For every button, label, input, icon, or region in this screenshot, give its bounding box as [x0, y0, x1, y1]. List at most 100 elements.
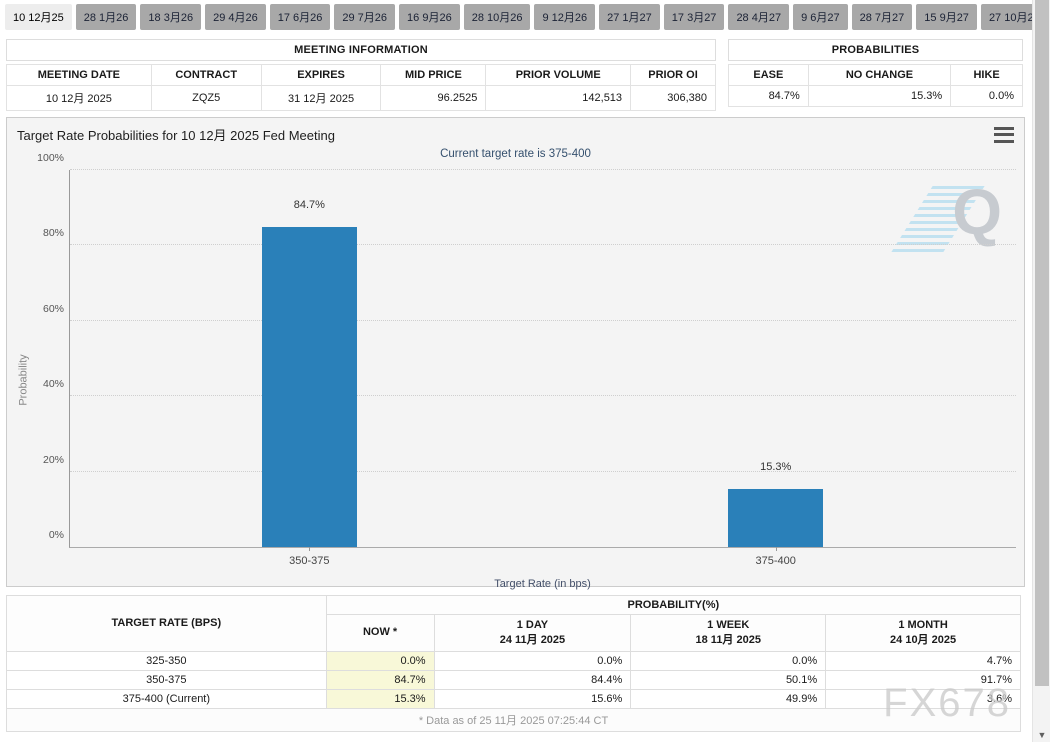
tab-meeting-date[interactable]: 29 7月26 [334, 4, 396, 30]
x-axis-category-label: 375-400 [755, 555, 796, 567]
probability-value-cell: 0.0% [325, 650, 435, 671]
probability-subheader: 1 DAY 24 11月 2025 [433, 614, 632, 652]
probabilities-panel: PROBABILITIES EASE NO CHANGE HIKE 84.7% 15.… [728, 39, 1023, 111]
target-rate-cell: 325-350 [6, 650, 327, 671]
target-rate-bps-header: TARGET RATE (BPS) [6, 595, 327, 652]
probability-subheader: NOW * [325, 614, 435, 652]
chart-gridline [70, 169, 1016, 170]
watermark-stripes [891, 186, 985, 252]
probability-table-wrap: TARGET RATE (BPS) PROBABILITY(%) NOW * 1 … [6, 595, 1025, 732]
meeting-info-col-header: PRIOR VOLUME [485, 64, 632, 86]
y-axis-tick-label: 60% [42, 302, 64, 315]
watermark-q-letter: Q [952, 176, 1002, 248]
bar-value-label: 84.7% [293, 199, 325, 211]
probability-value-cell: 0.0% [630, 650, 827, 671]
data-as-of-footnote: * Data as of 25 11月 2025 07:25:44 CT [6, 707, 1021, 732]
plot-outer: Probability Q 0% 20% 40% 60% 80% 100% 84.7% 350… [18, 152, 1016, 590]
target-rate-chart-section: Target Rate Probabilities for 10 12月 202… [6, 117, 1025, 590]
chart-gridline [70, 470, 1016, 472]
tab-meeting-date[interactable]: 17 6月26 [269, 4, 331, 30]
target-rate-cell: 375-400 (Current) [6, 688, 327, 709]
probability-summary-value: 15.3% [807, 85, 952, 107]
probability-value-cell: 0.0% [433, 650, 632, 671]
y-axis-tick-label: 100% [37, 152, 64, 164]
probability-value-cell: 15.3% [325, 688, 435, 709]
tab-meeting-date[interactable]: 27 1月27 [599, 4, 660, 30]
probability-summary-col-header: EASE [728, 64, 809, 86]
quikstrike-watermark: Q [891, 176, 1002, 258]
chart-subtitle: Current target rate is 375-400 [440, 148, 591, 160]
tab-meeting-date[interactable]: 28 10月26 [463, 4, 531, 30]
y-axis-tick-label: 80% [42, 227, 64, 240]
probability-subheader: 1 MONTH 24 10月 2025 [825, 614, 1021, 652]
projected-dates-note: 2026/1/1 and forward are projected meeti… [0, 741, 1031, 742]
probability-value-cell: 15.6% [433, 688, 632, 709]
probabilities-title: PROBABILITIES [728, 39, 1023, 61]
tab-meeting-date[interactable]: 15 9月27 [916, 4, 977, 30]
y-axis-tick-label: 40% [42, 378, 64, 391]
tab-meeting-date[interactable]: 28 4月27 [728, 4, 790, 30]
tab-meeting-date[interactable]: 9 6月27 [793, 4, 848, 30]
probability-subheader: 1 WEEK 18 11月 2025 [630, 614, 827, 652]
probability-table: TARGET RATE (BPS) PROBABILITY(%) NOW * 1 … [6, 595, 1022, 732]
meeting-info-value: 306,380 [630, 85, 716, 111]
tab-meeting-date[interactable]: 9 12月26 [534, 4, 596, 30]
probability-summary-col-header: HIKE [950, 64, 1023, 86]
meeting-info-col-header: CONTRACT [150, 64, 262, 86]
probability-value-cell: 49.9% [630, 688, 827, 709]
meeting-info-col-header: EXPIRES [260, 64, 382, 86]
chart-header: Target Rate Probabilities for 10 12月 202… [7, 118, 1024, 146]
meeting-date-tabbar: 10 12月25 28 1月26 18 3月26 29 4月26 17 6月26 29 7… [0, 0, 1048, 35]
scrollbar-down-arrow[interactable]: ▼ [1037, 730, 1047, 740]
meeting-information-title: MEETING INFORMATION [6, 39, 716, 61]
probability-bar[interactable] [728, 489, 824, 547]
probability-summary-value: 0.0% [950, 85, 1023, 107]
meeting-info-col-header: MID PRICE [380, 64, 487, 86]
meeting-information-panel: MEETING INFORMATION MEETING DATE CONTRACT… [6, 39, 716, 111]
probability-value-cell: 50.1% [630, 669, 827, 690]
probability-value-cell: 84.7% [325, 669, 435, 690]
probability-table-row: 350-375 84.7% 84.4% 50.1% 91.7% [6, 669, 1021, 690]
vertical-scrollbar[interactable]: ▼ [1032, 0, 1050, 742]
scrollbar-thumb[interactable] [1035, 0, 1049, 686]
meeting-info-col-header: MEETING DATE [6, 64, 152, 86]
y-axis-tick-label: 0% [48, 529, 64, 541]
tab-meeting-date[interactable]: 28 7月27 [851, 4, 913, 30]
chart-gridline [70, 395, 1016, 397]
probability-value-cell: 91.7% [825, 669, 1021, 690]
bar-chart-plot-area: Q 0% 20% 40% 60% 80% 100% 84.7% 350-375 15.3% 375… [37, 152, 1016, 567]
probability-summary-value: 84.7% [728, 85, 809, 107]
chart-gridline [70, 319, 1016, 321]
meeting-info-value: 10 12月 2025 [6, 85, 152, 111]
chart-menu-icon[interactable] [994, 126, 1014, 143]
x-axis-title: Target Rate (in bps) [494, 578, 591, 590]
probability-value-cell: 4.7% [825, 650, 1021, 671]
chart-title: Target Rate Probabilities for 10 12月 202… [17, 128, 335, 143]
y-axis-tick-label: 20% [42, 453, 64, 466]
meeting-info-value: ZQZ5 [150, 85, 262, 111]
target-rate-cell: 350-375 [6, 669, 327, 690]
meeting-info-col-header: PRIOR OI [630, 64, 716, 86]
bar-value-label: 15.3% [760, 461, 792, 473]
probability-value-cell: 3.6% [825, 688, 1021, 709]
tab-meeting-date[interactable]: 29 4月26 [205, 4, 266, 30]
info-tables-row: MEETING INFORMATION MEETING DATE CONTRACT… [6, 39, 1025, 111]
tab-meeting-date[interactable]: 28 1月26 [75, 4, 137, 30]
meeting-info-value: 31 12月 2025 [260, 85, 382, 111]
x-axis-tick [309, 547, 311, 551]
probability-summary-col-header: NO CHANGE [807, 64, 952, 86]
meeting-info-value: 142,513 [485, 85, 632, 111]
meeting-information-table: MEETING DATE CONTRACT EXPIRES MID PRICE PRIO… [6, 64, 716, 111]
probability-value-cell: 84.4% [433, 669, 632, 690]
probabilities-table: EASE NO CHANGE HIKE 84.7% 15.3% 0.0% [728, 64, 1023, 107]
x-axis-category-label: 350-375 [289, 555, 330, 567]
tab-meeting-date[interactable]: 16 9月26 [399, 4, 460, 30]
tab-meeting-date[interactable]: 17 3月27 [663, 4, 725, 30]
probability-table-row: 325-350 0.0% 0.0% 0.0% 4.7% [6, 650, 1021, 671]
tab-meeting-date[interactable]: 18 3月26 [140, 4, 202, 30]
chart-gridline [70, 244, 1016, 246]
probability-table-row: 375-400 (Current) 15.3% 15.6% 49.9% 3.6% [6, 688, 1021, 709]
tab-meeting-date[interactable]: 10 12月25 [5, 4, 72, 30]
probability-bar[interactable] [261, 227, 357, 547]
